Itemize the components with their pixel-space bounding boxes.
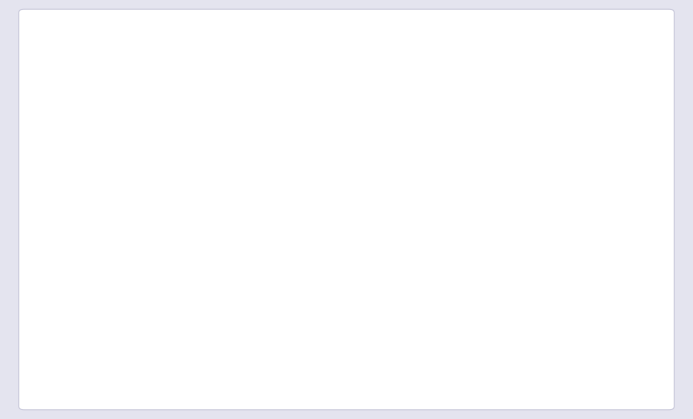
Text: Altimeter: Altimeter: [78, 204, 149, 220]
Text: VSI: VSI: [78, 241, 103, 256]
Bar: [48, 95, 66, 113]
Bar: [48, 59, 66, 77]
Text: Electrical systems: Electrical systems: [78, 132, 217, 147]
Text: Hydraulic systems: Hydraulic systems: [78, 60, 219, 75]
Text: ASI: ASI: [78, 168, 103, 184]
Bar: [48, 203, 66, 221]
Bar: [48, 347, 66, 365]
Text: *: *: [585, 28, 593, 43]
Bar: [48, 131, 66, 149]
Bar: [48, 167, 66, 185]
Text: Tachometer: Tachometer: [78, 96, 168, 111]
Bar: [48, 239, 66, 257]
Bar: [48, 311, 66, 329]
Text: Fuel quantity: Fuel quantity: [78, 313, 177, 328]
Text: These are considered engine/system instruments in an Airbus A320.: These are considered engine/system instr…: [48, 28, 604, 43]
Text: Heading indicator: Heading indicator: [78, 277, 214, 292]
Bar: [48, 275, 66, 293]
Text: Turn and bank coordinator: Turn and bank coordinator: [78, 349, 279, 364]
